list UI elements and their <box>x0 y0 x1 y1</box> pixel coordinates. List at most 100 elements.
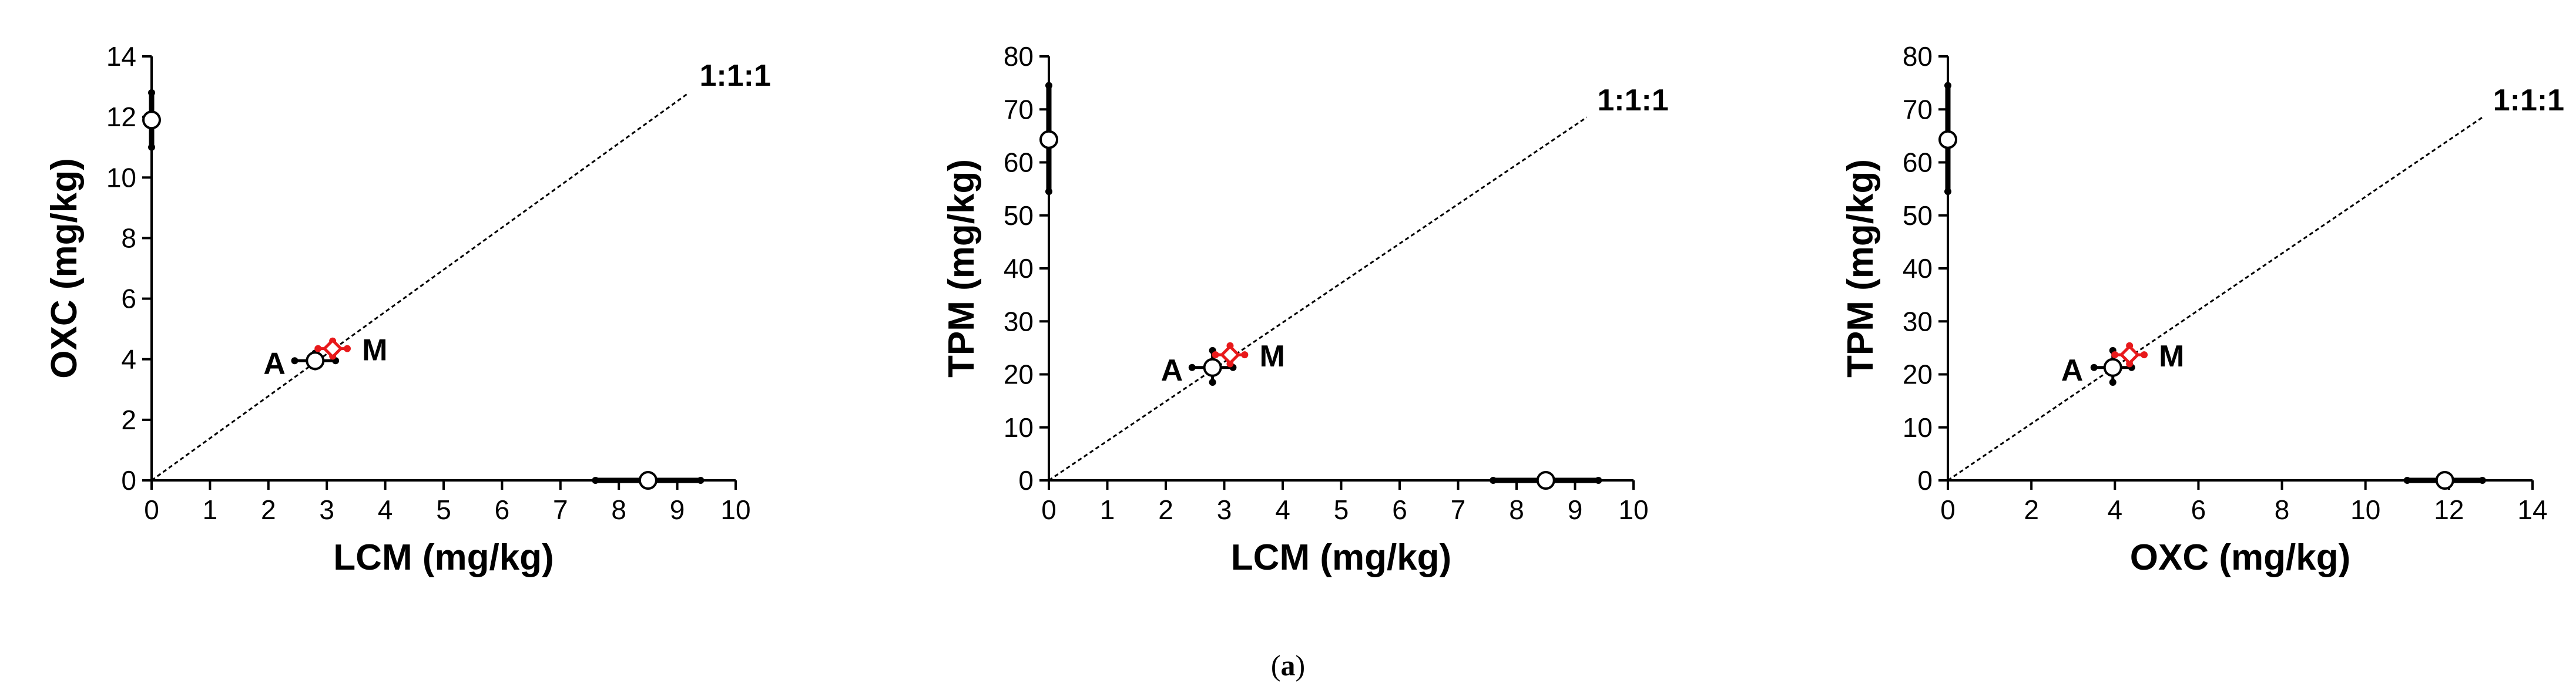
x-tick-label: 2 <box>261 494 276 525</box>
error-bar-cap <box>1188 364 1196 371</box>
x-tick-label: 12 <box>2434 494 2464 525</box>
y-tick-label: 70 <box>1004 94 1034 124</box>
point-label-m: M <box>1259 339 1284 373</box>
x-tick-label: 2 <box>1158 494 1173 525</box>
data-point <box>638 471 658 490</box>
error-bar-cap <box>697 477 705 484</box>
y-tick-label: 40 <box>1004 253 1034 284</box>
y-tick-label: 0 <box>121 465 136 496</box>
x-tick-label: 0 <box>144 494 159 525</box>
data-point-mixture <box>2119 344 2140 365</box>
error-bar-cap <box>1212 351 1219 359</box>
y-tick-label: 60 <box>1903 147 1933 178</box>
y-tick-label: 20 <box>1903 359 1933 390</box>
x-axis-label: LCM (mg/kg) <box>333 537 554 578</box>
y-tick-label: 10 <box>106 162 136 193</box>
data-point <box>306 351 325 371</box>
x-tick-label: 10 <box>1618 494 1648 525</box>
identity-line-label: 1:1:1 <box>1597 83 1668 117</box>
x-tick-label: 9 <box>670 494 685 525</box>
error-bar-cap <box>2478 477 2486 484</box>
error-bar-cap <box>1944 188 1951 196</box>
error-bar-cap <box>2111 351 2119 359</box>
y-tick-label: 80 <box>1004 41 1034 72</box>
data-point-mixture <box>322 338 343 359</box>
x-tick-label: 10 <box>720 494 750 525</box>
y-tick-label: 30 <box>1004 306 1034 336</box>
point-label-m: M <box>362 334 387 368</box>
point-label-a: A <box>263 346 286 381</box>
x-tick-label: 3 <box>1217 494 1232 525</box>
y-axis-label: OXC (mg/kg) <box>44 158 85 378</box>
data-point <box>2435 471 2454 490</box>
x-tick-label: 7 <box>553 494 568 525</box>
error-bar-cap <box>148 143 155 151</box>
error-bar-cap <box>343 345 351 352</box>
x-tick-label: 4 <box>1275 494 1290 525</box>
y-tick-label: 10 <box>1004 412 1034 443</box>
data-point <box>142 110 161 130</box>
y-tick-label: 40 <box>1903 253 1933 284</box>
y-tick-label: 60 <box>1004 147 1034 178</box>
point-label-a: A <box>1161 354 1183 388</box>
x-tick-label: 6 <box>1392 494 1407 525</box>
point-label-a: A <box>2061 354 2084 388</box>
x-tick-label: 7 <box>1451 494 1466 525</box>
y-tick-label: 0 <box>1018 465 1034 496</box>
error-bar-cap <box>1209 379 1216 386</box>
identity-line <box>1048 116 1588 482</box>
identity-line-label: 1:1:1 <box>699 59 770 93</box>
error-bar-cap <box>592 477 599 484</box>
y-tick-label: 14 <box>106 41 136 72</box>
data-point <box>1536 471 1555 490</box>
x-axis-label: LCM (mg/kg) <box>1231 537 1451 578</box>
x-tick-label: 10 <box>2350 494 2380 525</box>
y-tick-label: 50 <box>1004 200 1034 231</box>
x-tick-label: 14 <box>2517 494 2547 525</box>
x-tick-label: 0 <box>1940 494 1956 525</box>
x-tick-label: 1 <box>203 494 218 525</box>
caption-letter: a <box>1281 649 1296 682</box>
error-bar-cap <box>2109 379 2117 386</box>
x-tick-label: 6 <box>495 494 510 525</box>
x-tick-label: 5 <box>1334 494 1349 525</box>
identity-line <box>1947 116 2483 482</box>
error-bar-cap <box>2090 364 2098 371</box>
error-bar-cap <box>1944 82 1951 89</box>
identity-line <box>151 92 690 482</box>
y-axis-label: TPM (mg/kg) <box>1840 159 1881 378</box>
y-tick-label: 80 <box>1903 41 1933 72</box>
x-tick-label: 0 <box>1041 494 1056 525</box>
x-tick-label: 4 <box>378 494 393 525</box>
error-bar-cap <box>2141 351 2148 359</box>
chart-panel-lcm-tpm: 1:1:1 0 10 20 30 40 50 60 70 80 0 1 2 3 4 5 6 7 8 9 10 LCM (m… <box>941 41 1669 578</box>
x-tick-label: 5 <box>436 494 451 525</box>
error-bar-cap <box>1045 188 1052 196</box>
error-bar-cap <box>148 89 155 96</box>
y-tick-label: 70 <box>1903 94 1933 124</box>
x-tick-label: 9 <box>1568 494 1583 525</box>
y-tick-label: 10 <box>1903 412 1933 443</box>
error-bar-cap <box>1241 351 1249 359</box>
x-tick-label: 8 <box>611 494 626 525</box>
error-bar-cap <box>2403 477 2411 484</box>
x-axis-label: OXC (mg/kg) <box>2130 537 2350 578</box>
y-tick-label: 20 <box>1004 359 1034 390</box>
data-point <box>1938 130 1957 149</box>
x-tick-label: 1 <box>1100 494 1115 525</box>
data-point <box>1203 358 1222 377</box>
y-tick-label: 12 <box>106 102 136 132</box>
error-bar-cap <box>1045 82 1052 89</box>
caption-close: ) <box>1296 649 1306 682</box>
y-axis-label: TPM (mg/kg) <box>941 159 982 378</box>
x-tick-label: 6 <box>2191 494 2206 525</box>
error-bar-cap <box>1595 477 1602 484</box>
x-tick-label: 2 <box>2024 494 2039 525</box>
y-tick-label: 50 <box>1903 200 1933 231</box>
y-tick-label: 8 <box>121 223 136 253</box>
y-tick-label: 0 <box>1917 465 1933 496</box>
data-point <box>1039 130 1058 149</box>
data-point-mixture <box>1219 344 1240 365</box>
caption-open: ( <box>1271 649 1281 682</box>
